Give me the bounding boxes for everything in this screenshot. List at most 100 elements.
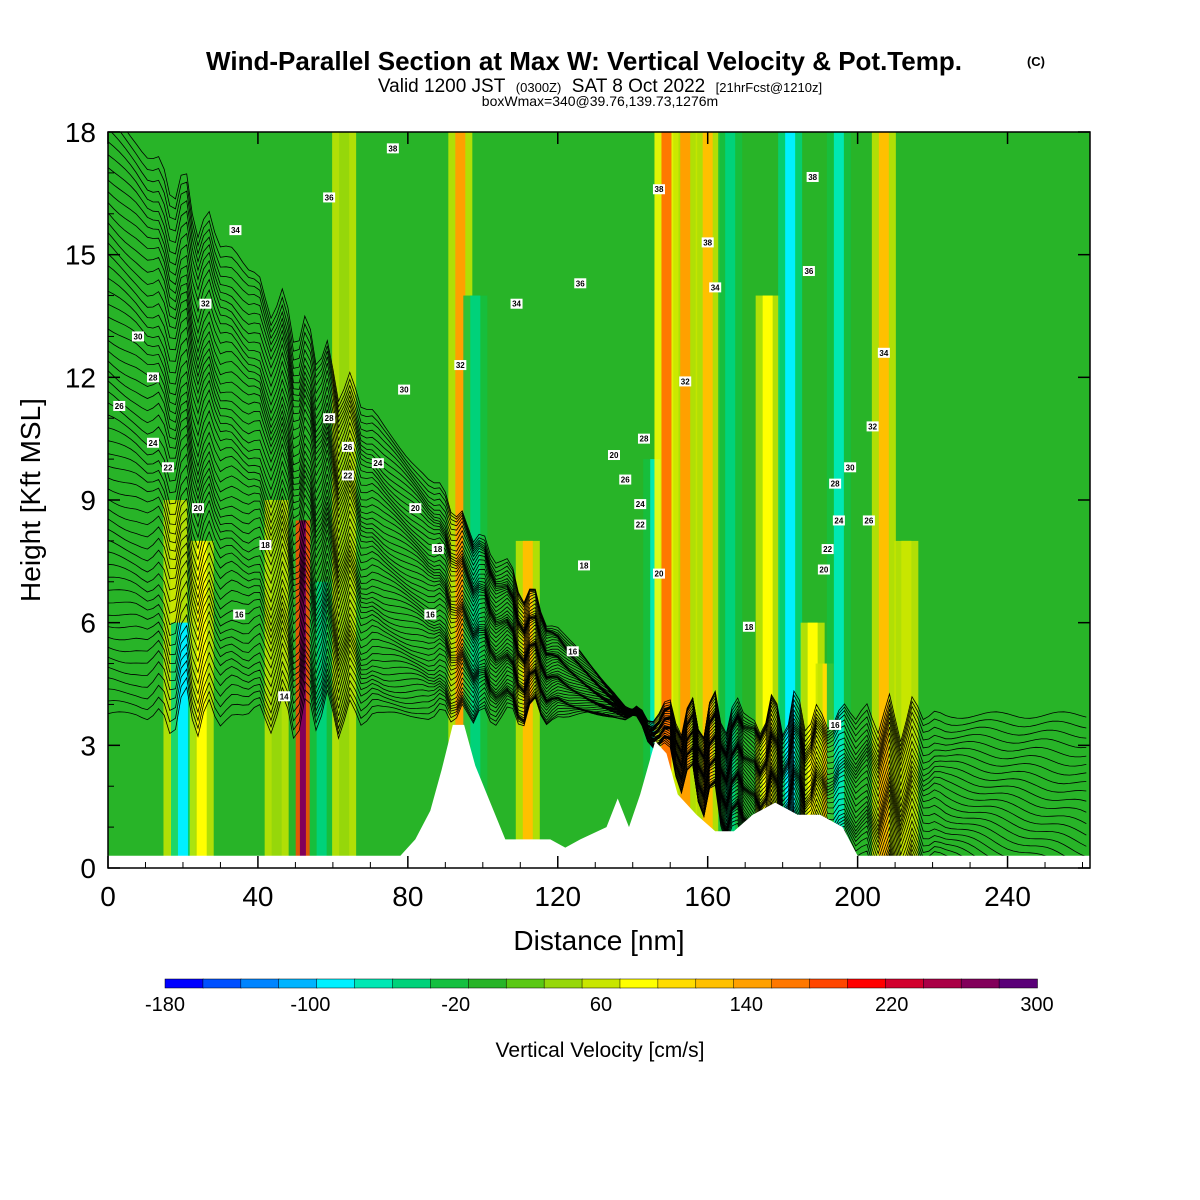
contour-label: 28: [829, 478, 842, 489]
y-tick-label: 12: [65, 362, 96, 393]
contour-label-bg: [191, 503, 204, 514]
contour-label: 30: [398, 384, 411, 395]
contour-label-text: 34: [231, 226, 240, 235]
contour-label-bg: [829, 478, 842, 489]
contour-label: 20: [607, 450, 620, 461]
contour-label-bg: [634, 519, 647, 530]
contour-label-bg: [113, 400, 126, 411]
contour-label-text: 20: [411, 504, 420, 513]
contour-label-text: 26: [115, 402, 124, 411]
contour-label-text: 26: [621, 476, 630, 485]
contour-label: 28: [146, 372, 159, 383]
contour-label-bg: [679, 376, 692, 387]
contour-label-text: 20: [655, 570, 664, 579]
theta-contour: [108, 676, 1087, 747]
colorbar-swatch: [885, 978, 925, 989]
contour-label-text: 30: [846, 463, 855, 472]
contour-label-text: 16: [426, 610, 435, 619]
colorbar-tick-labels: -180 -100 -20 60 140 220 300: [145, 994, 1054, 1016]
velocity-band: [878, 132, 889, 868]
contour-label: 20: [409, 503, 422, 514]
contour-label-bg: [802, 266, 815, 277]
theta-contour: [108, 498, 995, 868]
contour-label: 16: [424, 609, 437, 620]
colorbar-swatch: [468, 978, 507, 989]
contour-label: 34: [709, 282, 722, 293]
contour-label-bg: [709, 282, 722, 293]
contour-label-bg: [637, 433, 650, 444]
contour-label-bg: [161, 462, 174, 473]
theta-contour: [120, 132, 778, 868]
copyright-mark: (C): [1027, 54, 1045, 69]
contour-label-text: 36: [576, 279, 585, 288]
theta-contour: [108, 613, 1087, 793]
contour-label: 24: [371, 458, 384, 469]
y-tick-label: 3: [80, 730, 96, 761]
colorbar-tick-label: 300: [1020, 994, 1053, 1016]
contour-label-text: 24: [636, 500, 645, 509]
contour-label-bg: [341, 441, 354, 452]
plot-background: [108, 132, 1090, 868]
contour-label-bg: [742, 621, 755, 632]
contour-label-text: 20: [819, 566, 828, 575]
contour-label-text: 24: [149, 439, 158, 448]
contour-label: 36: [574, 278, 587, 289]
theta-contour: [108, 191, 799, 868]
velocity-band: [316, 581, 327, 868]
valid-time-utc: (0300Z): [516, 80, 562, 95]
contour-label-bg: [844, 462, 857, 473]
contour-label-bg: [323, 413, 336, 424]
colorbar-swatch: [392, 978, 432, 989]
contour-label-bg: [652, 568, 665, 579]
contour-label-bg: [578, 560, 591, 571]
contour-label-text: 18: [744, 623, 753, 632]
contour-label-text: 32: [201, 300, 210, 309]
forecast-info: [21hrFcst@1210z]: [716, 80, 822, 95]
contour-label: 32: [679, 376, 692, 387]
contour-label-text: 24: [834, 516, 843, 525]
contour-label: 34: [877, 347, 890, 358]
contour-label: 18: [431, 544, 444, 555]
contour-label-text: 22: [343, 471, 352, 480]
x-axis: 0 40 80 120 160 200 240: [100, 132, 1084, 912]
contour-label-bg: [131, 331, 144, 342]
contour-label: 22: [634, 519, 647, 530]
velocity-band: [725, 132, 736, 868]
contour-label-text: 30: [400, 386, 409, 395]
plot-area: 38 36 34 32 30 28 26 24 22 20 18 16 14 28 26 24 22 30 20 18…: [107, 131, 1091, 869]
theta-contour: [108, 222, 801, 868]
theta-contour: [108, 202, 800, 868]
velocity-band: [339, 132, 350, 868]
contour-label-bg: [146, 437, 159, 448]
valid-date: SAT 8 Oct 2022: [572, 76, 705, 97]
contour-label: 32: [454, 360, 467, 371]
contour-label-text: 38: [703, 238, 712, 247]
theta-contour: [108, 488, 980, 868]
contour-label: 32: [199, 298, 212, 309]
theta-contours: [108, 132, 1087, 868]
velocity-band: [702, 132, 713, 868]
terrain: [108, 724, 1090, 868]
x-tick-label: 80: [392, 881, 423, 912]
contour-label-text: 22: [164, 463, 173, 472]
contour-label: 34: [510, 298, 523, 309]
contour-label: 38: [386, 143, 399, 154]
theta-contour: [108, 328, 847, 868]
contour-label: 36: [323, 192, 336, 203]
contour-label-bg: [454, 360, 467, 371]
colorbar-tick-label: 140: [730, 994, 763, 1016]
contour-label-bg: [323, 192, 336, 203]
contour-label: 16: [566, 646, 579, 657]
contour-label-text: 18: [433, 545, 442, 554]
theta-contour: [108, 212, 801, 868]
contour-label-bg: [259, 539, 272, 550]
contour-label-text: 26: [864, 516, 873, 525]
x-axis-title: Distance [nm]: [513, 925, 684, 956]
contour-label: 30: [844, 462, 857, 473]
contour-label: 38: [652, 184, 665, 195]
velocity-band: [901, 540, 912, 868]
contour-label-text: 32: [681, 377, 690, 386]
theta-contour: [108, 518, 1051, 868]
x-tick-label: 120: [534, 881, 581, 912]
contour-label-bg: [398, 384, 411, 395]
